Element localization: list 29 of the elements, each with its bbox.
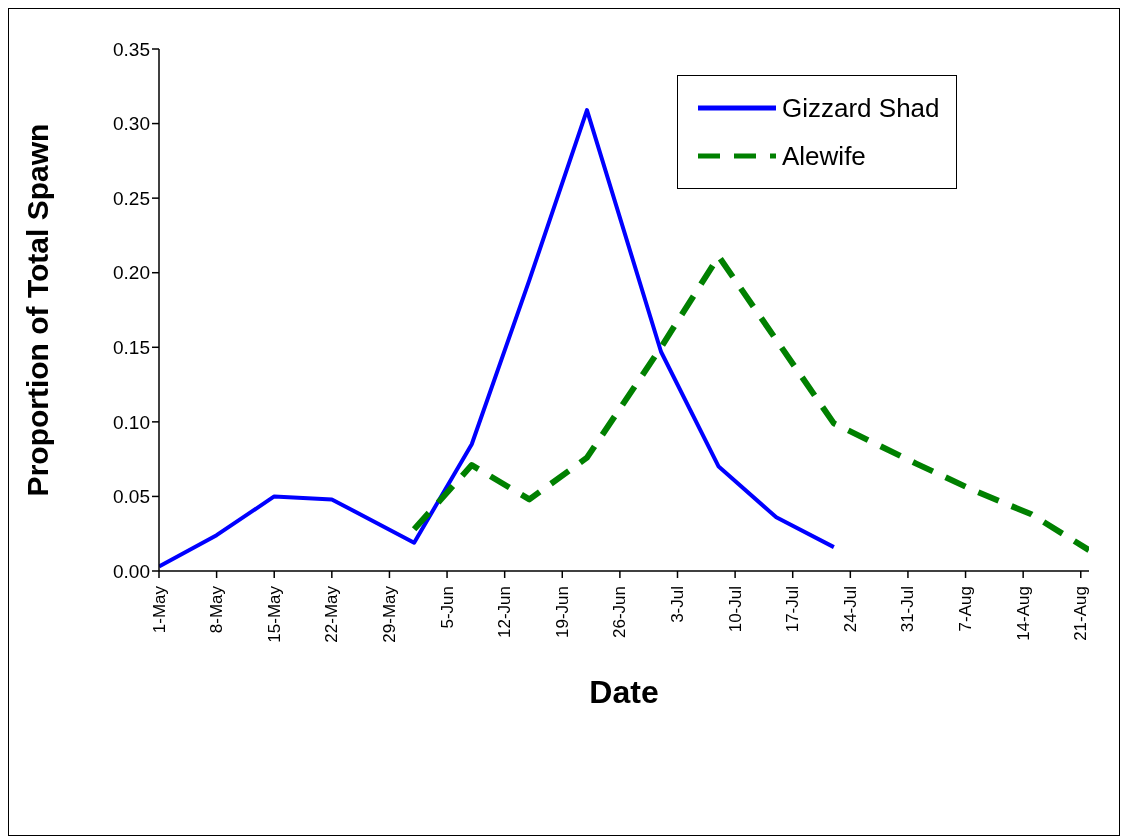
y-tick-label: 0.00	[113, 560, 150, 582]
x-tick-label: 22-May	[322, 585, 342, 643]
x-tick-label: 3-Jul	[668, 586, 687, 623]
x-tick-label: 10-Jul	[725, 586, 745, 633]
x-tick-label: 17-Jul	[783, 586, 803, 633]
x-tick-label: 19-Jun	[552, 586, 572, 638]
x-tick-label: 21-Aug	[1071, 586, 1091, 641]
x-tick-label: 15-May	[264, 585, 284, 643]
y-tick-label: 0.15	[113, 337, 150, 359]
y-axis-title: Proportion of Total Spawn	[20, 123, 54, 497]
y-tick-label: 0.30	[113, 113, 150, 135]
x-tick-label: 8-May	[207, 585, 227, 634]
x-tick-label: 14-Aug	[1013, 586, 1033, 641]
y-tick-label: 0.25	[113, 187, 150, 209]
x-tick-label: 12-Jun	[495, 586, 515, 638]
y-tick-label: 0.35	[113, 38, 150, 60]
x-tick-label: 7-Aug	[956, 586, 976, 632]
x-axis-title: Date	[589, 674, 659, 710]
y-tick-label: 0.05	[113, 486, 150, 508]
x-tick-label: 29-May	[379, 585, 399, 643]
x-tick-label: 5-Jun	[437, 586, 457, 629]
y-tick-label: 0.10	[113, 411, 150, 433]
legend-label: Gizzard Shad	[782, 92, 940, 124]
x-tick-label: 24-Jul	[840, 586, 860, 633]
x-tick-label: 1-May	[149, 585, 169, 634]
y-tick-label: 0.20	[113, 262, 150, 284]
x-tick-label: 31-Jul	[898, 586, 918, 633]
legend-label: Alewife	[782, 140, 866, 172]
x-tick-label: 26-Jun	[610, 586, 630, 638]
